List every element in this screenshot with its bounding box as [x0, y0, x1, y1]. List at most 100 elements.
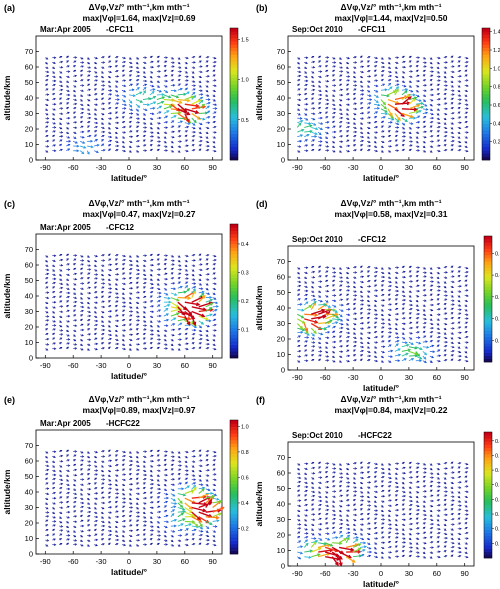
vector-arrowhead — [178, 61, 181, 65]
vector-arrowhead — [197, 116, 202, 120]
vector-arrowhead — [354, 107, 358, 111]
colorbar-tick-label: 1.0 — [241, 78, 249, 84]
y-tick-label: 0 — [29, 156, 33, 165]
vector-arrowhead — [466, 131, 469, 134]
vector-arrowhead — [402, 80, 406, 83]
colorbar-step — [230, 337, 238, 342]
vector-arrowhead — [326, 79, 330, 83]
vector-arrowhead — [108, 97, 112, 100]
vector-arrow — [415, 106, 424, 110]
vector-arrowhead — [327, 126, 331, 129]
vector-arrowhead — [81, 65, 84, 68]
vector-arrowhead — [206, 94, 210, 97]
colorbar-step — [230, 130, 238, 134]
vector-arrowhead — [191, 75, 195, 79]
vector-arrowhead — [53, 130, 56, 133]
vector-arrowhead — [52, 139, 56, 142]
colorbar-step — [482, 54, 490, 58]
vector-field — [45, 449, 225, 547]
vector-arrowhead — [340, 93, 344, 97]
colorbar-step — [230, 34, 238, 39]
vector-arrowhead — [101, 134, 105, 138]
y-tick-label: 50 — [25, 472, 33, 481]
vector-arrowhead — [339, 150, 342, 153]
vector-arrow — [394, 117, 400, 123]
panel-letter: (c) — [4, 199, 15, 209]
vector-arrow — [191, 95, 196, 100]
vector-arrow — [304, 134, 310, 138]
colorbar-step — [230, 143, 238, 148]
vector-arrowhead — [52, 264, 56, 267]
vector-arrowhead — [388, 82, 392, 86]
vector-arrowhead — [193, 84, 197, 87]
vector-arrowhead — [60, 310, 64, 314]
vector-arrowhead — [368, 102, 372, 105]
vector-arrowhead — [347, 56, 350, 60]
colorbar-step — [482, 97, 490, 101]
vector-arrowhead — [347, 98, 351, 101]
colorbar-step — [230, 250, 238, 255]
vector-arrowhead — [67, 314, 71, 318]
vector-arrowhead — [199, 85, 202, 88]
vector-arrowhead — [346, 130, 350, 133]
vector-arrow — [191, 105, 206, 110]
vector-arrowhead — [52, 311, 56, 314]
vector-arrowhead — [143, 71, 146, 74]
vector-arrowhead — [438, 75, 441, 78]
vector-arrowhead — [388, 66, 392, 69]
vector-arrowhead — [368, 116, 371, 119]
colorbar-step — [230, 267, 238, 272]
vector-arrowhead — [298, 113, 301, 116]
vector-arrowhead — [354, 80, 357, 83]
vector-arrowhead — [67, 295, 70, 299]
vector-arrowhead — [139, 91, 143, 95]
vector-arrowhead — [66, 80, 70, 83]
vector-arrowhead — [53, 281, 56, 285]
vector-arrowhead — [409, 127, 412, 130]
vector-arrow — [94, 144, 100, 147]
vector-arrowhead — [87, 296, 91, 300]
vector-arrowhead — [325, 107, 329, 110]
vector-arrowhead — [207, 116, 211, 119]
x-tick-label: 30 — [153, 361, 161, 370]
y-axis-label: altitude/km — [2, 75, 12, 120]
vector-arrow — [394, 113, 401, 121]
x-tick-label: -30 — [96, 163, 107, 172]
vector-arrowhead — [74, 126, 78, 129]
vector-arrowhead — [66, 60, 69, 63]
colorbar: 0.10.20.30.40.5 — [483, 235, 500, 363]
colorbar-step — [484, 336, 492, 341]
vector-arrowhead — [137, 121, 141, 124]
vector-arrowhead — [431, 140, 434, 143]
vector-arrowhead — [157, 60, 160, 63]
vector-arrowhead — [53, 259, 56, 263]
vector-arrowhead — [444, 80, 448, 83]
vector-arrowhead — [452, 117, 455, 120]
vector-arrowhead — [465, 136, 468, 139]
vector-arrowhead — [67, 70, 71, 73]
vector-arrowhead — [192, 80, 196, 83]
vector-arrowhead — [59, 315, 63, 318]
vector-arrowhead — [53, 56, 57, 59]
panel-stats: max|Vφ|=0.89, max|Vz|=0.97 — [83, 405, 196, 415]
vector-arrowhead — [425, 107, 429, 111]
vector-arrowhead — [53, 306, 56, 309]
vector-arrowhead — [367, 80, 371, 83]
vector-arrowhead — [193, 61, 196, 64]
colorbar-step — [230, 254, 238, 258]
vector-arrowhead — [184, 66, 188, 70]
vector-arrowhead — [129, 104, 133, 108]
vector-arrowhead — [60, 282, 64, 286]
vector-arrowhead — [396, 122, 400, 125]
vector-arrowhead — [213, 74, 216, 77]
vector-arrowhead — [115, 148, 119, 152]
panel-species: -CFC11 — [106, 25, 134, 34]
vector-arrowhead — [53, 122, 56, 125]
vector-arrow — [142, 97, 151, 101]
vector-arrowhead — [108, 107, 112, 110]
vector-arrowhead — [131, 88, 135, 92]
vector-arrowhead — [46, 272, 50, 276]
vector-arrowhead — [88, 338, 92, 341]
vector-arrowhead — [90, 139, 94, 143]
vector-arrowhead — [178, 83, 181, 86]
